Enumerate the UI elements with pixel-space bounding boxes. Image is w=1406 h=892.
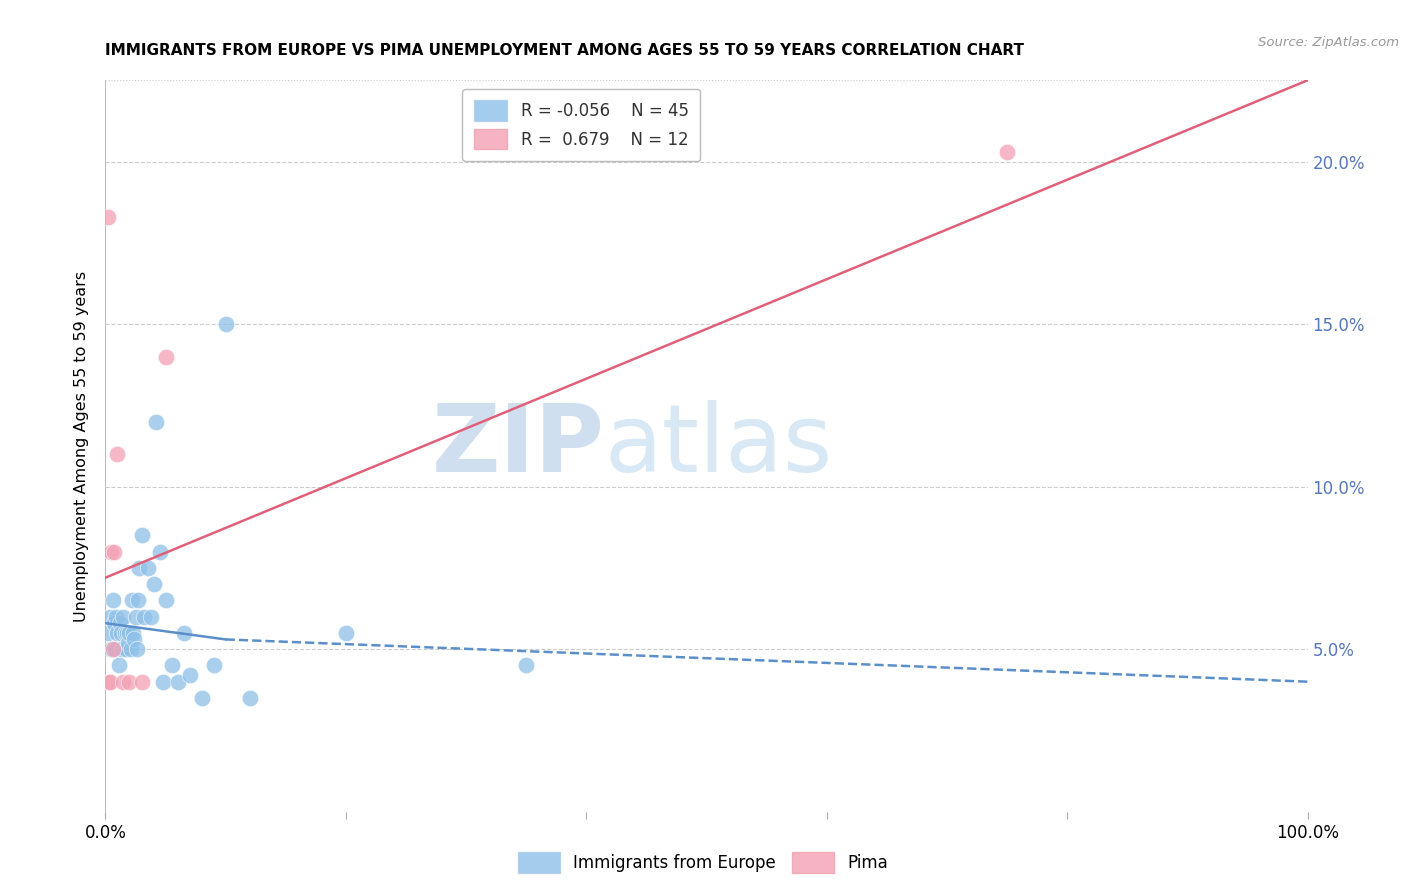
- Point: [98, 674, 121, 689]
- Point: [152, 674, 174, 689]
- Point: [118, 674, 141, 689]
- Text: Source: ZipAtlas.com: Source: ZipAtlas.com: [1258, 36, 1399, 49]
- Point: [239, 690, 262, 705]
- Point: [105, 609, 128, 624]
- Point: [107, 626, 129, 640]
- Point: [145, 415, 167, 429]
- Point: [190, 690, 212, 705]
- Point: [107, 658, 129, 673]
- Point: [103, 616, 125, 631]
- Point: [160, 658, 183, 673]
- Point: [131, 674, 153, 689]
- Point: [115, 626, 138, 640]
- Point: [110, 626, 132, 640]
- Legend: R = -0.056    N = 45, R =  0.679    N = 12: R = -0.056 N = 45, R = 0.679 N = 12: [463, 88, 700, 161]
- Point: [107, 447, 129, 461]
- Point: [101, 593, 124, 607]
- Point: [100, 544, 122, 558]
- Point: [148, 544, 170, 558]
- Point: [179, 668, 201, 682]
- Point: [515, 658, 537, 673]
- Point: [125, 642, 148, 657]
- Point: [166, 674, 188, 689]
- Text: ZIP: ZIP: [432, 400, 605, 492]
- Point: [112, 609, 135, 624]
- Point: [127, 593, 149, 607]
- Point: [112, 674, 135, 689]
- Text: atlas: atlas: [605, 400, 832, 492]
- Point: [97, 210, 120, 224]
- Point: [155, 350, 177, 364]
- Point: [98, 674, 121, 689]
- Point: [120, 642, 142, 657]
- Point: [155, 593, 177, 607]
- Y-axis label: Unemployment Among Ages 55 to 59 years: Unemployment Among Ages 55 to 59 years: [75, 270, 90, 622]
- Text: IMMIGRANTS FROM EUROPE VS PIMA UNEMPLOYMENT AMONG AGES 55 TO 59 YEARS CORRELATIO: IMMIGRANTS FROM EUROPE VS PIMA UNEMPLOYM…: [105, 43, 1025, 58]
- Point: [111, 642, 134, 657]
- Point: [97, 626, 120, 640]
- Point: [139, 609, 162, 624]
- Legend: Immigrants from Europe, Pima: Immigrants from Europe, Pima: [512, 846, 894, 880]
- Point: [132, 609, 155, 624]
- Point: [98, 609, 121, 624]
- Point: [122, 626, 145, 640]
- Point: [124, 632, 146, 647]
- Point: [101, 642, 124, 657]
- Point: [335, 626, 357, 640]
- Point: [121, 593, 143, 607]
- Point: [214, 317, 236, 331]
- Point: [118, 626, 141, 640]
- Point: [142, 577, 165, 591]
- Point: [202, 658, 225, 673]
- Point: [108, 616, 131, 631]
- Point: [114, 626, 136, 640]
- Point: [103, 544, 125, 558]
- Point: [117, 635, 139, 649]
- Point: [995, 145, 1018, 159]
- Point: [136, 561, 159, 575]
- Point: [131, 528, 153, 542]
- Point: [100, 642, 122, 657]
- Point: [124, 609, 146, 624]
- Point: [104, 642, 127, 657]
- Point: [115, 642, 138, 657]
- Point: [173, 626, 195, 640]
- Point: [128, 561, 150, 575]
